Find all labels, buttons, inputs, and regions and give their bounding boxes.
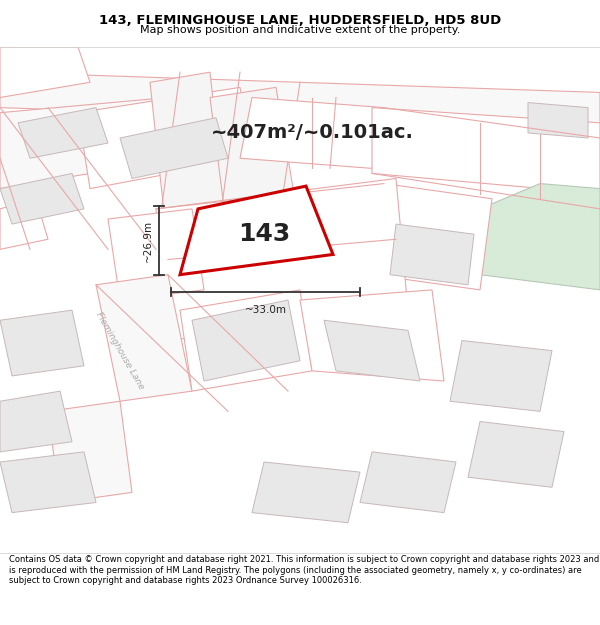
Polygon shape [372, 184, 492, 290]
Polygon shape [108, 209, 204, 300]
Polygon shape [0, 47, 90, 98]
Polygon shape [480, 184, 600, 290]
Polygon shape [0, 199, 48, 249]
Polygon shape [360, 452, 456, 512]
Polygon shape [0, 72, 600, 128]
Polygon shape [450, 341, 552, 411]
Polygon shape [252, 462, 360, 522]
Polygon shape [372, 107, 600, 194]
Polygon shape [0, 98, 180, 189]
Polygon shape [192, 300, 300, 381]
Polygon shape [150, 72, 228, 249]
Polygon shape [210, 88, 300, 239]
Text: 143: 143 [238, 222, 290, 246]
Polygon shape [180, 290, 312, 391]
Polygon shape [324, 320, 420, 381]
Polygon shape [468, 421, 564, 488]
Text: Contains OS data © Crown copyright and database right 2021. This information is : Contains OS data © Crown copyright and d… [9, 555, 599, 585]
Polygon shape [528, 102, 588, 138]
Polygon shape [48, 401, 132, 502]
Text: ~407m²/~0.101ac.: ~407m²/~0.101ac. [211, 124, 413, 142]
Polygon shape [120, 118, 228, 179]
Text: Fleminghouse Lane: Fleminghouse Lane [94, 311, 146, 391]
Polygon shape [156, 179, 408, 341]
Polygon shape [300, 290, 444, 381]
Text: 143, FLEMINGHOUSE LANE, HUDDERSFIELD, HD5 8UD: 143, FLEMINGHOUSE LANE, HUDDERSFIELD, HD… [99, 14, 501, 27]
Polygon shape [240, 98, 384, 168]
Polygon shape [0, 173, 84, 224]
Polygon shape [0, 391, 72, 452]
Polygon shape [78, 88, 252, 189]
Polygon shape [0, 452, 96, 512]
Polygon shape [96, 275, 192, 401]
Polygon shape [18, 107, 108, 158]
Text: ~26.9m: ~26.9m [143, 219, 153, 262]
Text: ~33.0m: ~33.0m [245, 305, 287, 315]
Polygon shape [180, 186, 333, 275]
Polygon shape [0, 310, 84, 376]
Text: Map shows position and indicative extent of the property.: Map shows position and indicative extent… [140, 25, 460, 35]
Polygon shape [390, 224, 474, 285]
